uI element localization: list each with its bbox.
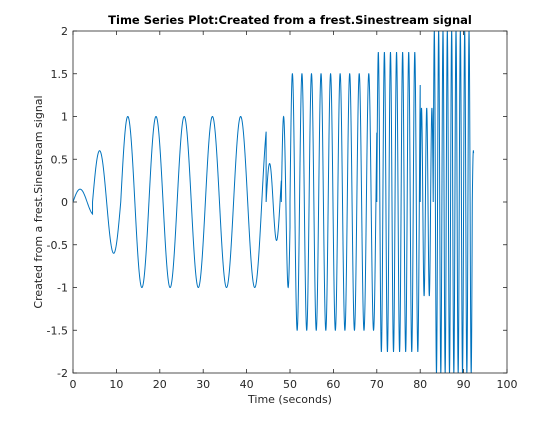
y-axis-label: Created from a frest.Sinestream signal [32,95,45,308]
x-tick-label: 30 [196,378,210,391]
plot-frame [72,30,508,374]
x-tick-label: 100 [497,378,518,391]
series-line [73,31,475,373]
y-tick-label: 2 [61,25,68,38]
y-tick-label: 0 [61,196,68,209]
x-tick-label: 60 [326,378,340,391]
y-tick-label: -0.5 [47,239,68,252]
y-tick-label: 1 [61,111,68,124]
series-layer [73,31,475,373]
x-tick-label: 90 [457,378,471,391]
x-tick-label: 10 [109,378,123,391]
y-tick-label: -2 [57,367,68,380]
x-tick-label: 20 [153,378,167,391]
x-tick-label: 80 [413,378,427,391]
x-tick-label: 70 [370,378,384,391]
y-tick-label: -1.5 [47,324,68,337]
y-tick-label: -1 [57,282,68,295]
x-tick-label: 40 [240,378,254,391]
ticks-layer: 0 10 20 30 40 50 60 70 80 90 100 -2 -1.5 -1 -0.5 0 0.5 1 1… [47,25,518,391]
x-tick-label: 50 [283,378,297,391]
y-tick-label: 0.5 [51,153,69,166]
y-tick-label: 1.5 [51,68,69,81]
x-tick-label: 0 [70,378,77,391]
x-axis-label: Time (seconds) [247,393,332,406]
chart-title: Time Series Plot:Created from a frest.Si… [108,13,472,27]
